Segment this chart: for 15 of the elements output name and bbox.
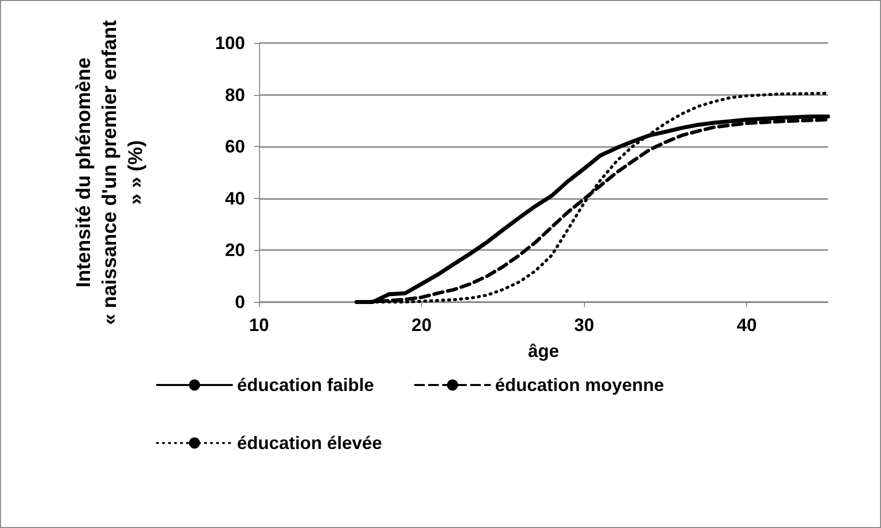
x-axis-title: âge — [528, 341, 560, 361]
y-tick-label: 80 — [224, 84, 245, 105]
y-axis-title: Intensité du phénomène « naissance d'un premier enfant » » (%) — [73, 20, 147, 325]
legend-label: éducation faible — [237, 375, 374, 395]
y-tick-label: 60 — [224, 136, 245, 157]
x-tick-label: 30 — [574, 315, 594, 335]
y-tick-label: 40 — [224, 188, 245, 208]
x-tick-label: 20 — [412, 315, 432, 335]
legend-label: éducation moyenne — [495, 375, 664, 395]
y-tick-label: 100 — [214, 33, 245, 53]
x-tick-label: 40 — [736, 315, 757, 335]
y-tick-label: 0 — [234, 292, 245, 312]
x-tick-label: 10 — [248, 315, 270, 335]
y-tick-label: 20 — [224, 240, 245, 260]
legend-label: éducation élevée — [237, 433, 382, 453]
